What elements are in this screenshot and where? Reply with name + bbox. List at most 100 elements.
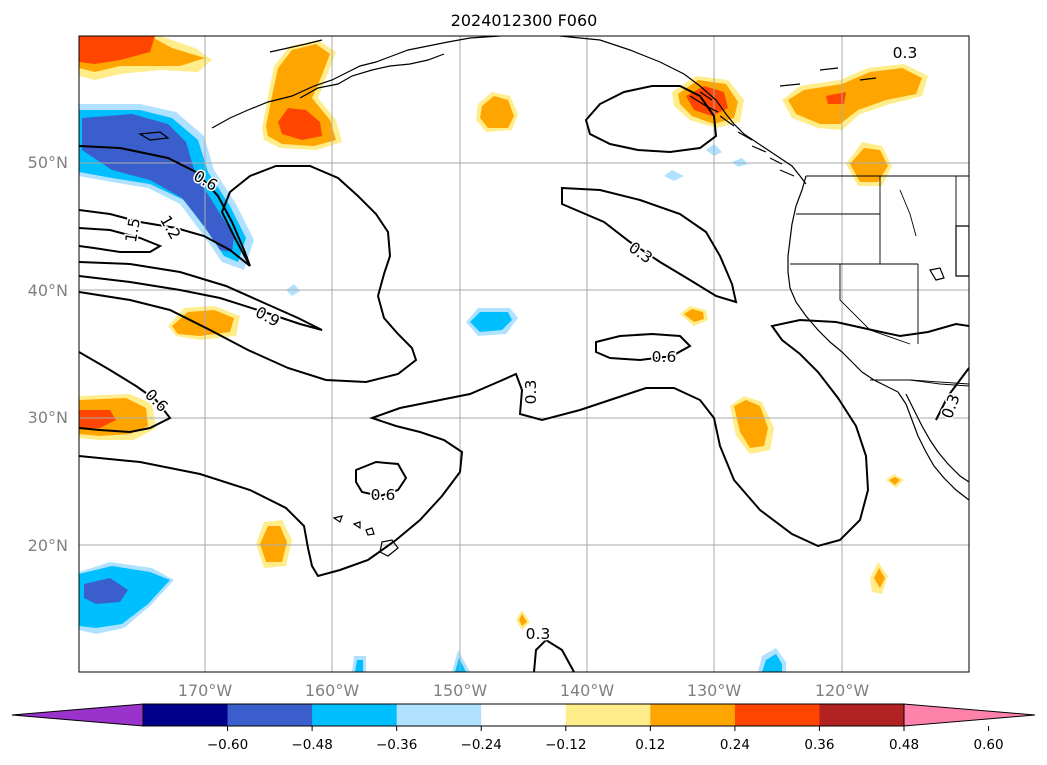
colorbar-tick-label: −0.36 xyxy=(376,737,417,753)
anomaly-region xyxy=(452,650,470,672)
island xyxy=(955,225,969,277)
colorbar-tick-label: 0.60 xyxy=(974,737,1004,753)
island xyxy=(352,521,361,530)
anomaly-region xyxy=(664,170,684,181)
colorbar-segment xyxy=(227,704,313,726)
contour-line xyxy=(79,209,251,267)
lat-label: 50°N xyxy=(28,153,68,172)
island xyxy=(779,67,877,87)
border-mexico xyxy=(874,379,969,387)
map-frame xyxy=(78,35,970,673)
contour-line xyxy=(79,261,323,331)
contour-label: 0.6 xyxy=(652,348,677,366)
colorbar-tick-label: 0.36 xyxy=(804,737,834,753)
map-area: 0.3 0.6 0.9 1.2 1.5 0.6 0.3 0.6 0.3 0.6 … xyxy=(79,36,969,672)
anomaly-region xyxy=(355,660,363,672)
colorbar-tick-label: 0.12 xyxy=(635,737,665,753)
lon-label: 170°W xyxy=(178,681,233,700)
colorbar-tick-label: −0.24 xyxy=(461,737,502,753)
coastline-alaska-panhandle xyxy=(559,36,807,185)
positive-anomaly-shading xyxy=(79,36,928,630)
lon-label: 120°W xyxy=(815,681,870,700)
colorbar-segment xyxy=(819,704,905,726)
contour-line xyxy=(79,145,251,267)
colorbar-segment xyxy=(565,704,651,726)
border-us-states xyxy=(790,176,969,385)
colorbar-segment xyxy=(143,704,229,726)
lon-label: 160°W xyxy=(305,681,360,700)
colorbar-tick-label: −0.60 xyxy=(207,737,248,753)
anomaly-region xyxy=(762,654,782,672)
contour-line xyxy=(79,351,172,434)
contour-label: 0.3 xyxy=(522,380,540,405)
anomaly-region xyxy=(172,310,234,336)
anomaly-region xyxy=(260,526,287,562)
lon-label: 150°W xyxy=(433,681,488,700)
coastline-alaska xyxy=(269,39,323,53)
political-borders xyxy=(790,175,969,387)
coastline-baja xyxy=(897,391,969,501)
contour-line xyxy=(533,638,575,672)
colorbar-frame xyxy=(142,703,905,727)
contour-line xyxy=(79,227,163,253)
contour-line xyxy=(935,367,969,421)
contour-line xyxy=(584,85,718,154)
anomaly-region xyxy=(79,410,116,428)
anomaly-region xyxy=(684,309,704,322)
lat-label: 30°N xyxy=(28,408,68,427)
lon-label: 140°W xyxy=(560,681,615,700)
anomaly-region xyxy=(84,578,128,604)
anomaly-region xyxy=(788,68,922,124)
lat-label: 20°N xyxy=(28,536,68,555)
colorbar-extend-min xyxy=(11,703,144,727)
island xyxy=(365,527,375,536)
colorbar-segment xyxy=(312,704,398,726)
colorbar-tick-label: −0.12 xyxy=(545,737,586,753)
anomaly-region xyxy=(519,614,527,626)
anomaly-region xyxy=(734,400,768,448)
colorbar-segment xyxy=(734,704,820,726)
contour-line xyxy=(79,318,969,578)
colorbar-extend-max xyxy=(903,703,1036,727)
border-us-states xyxy=(796,176,957,237)
contour-label: 0.6 xyxy=(371,486,396,504)
island xyxy=(138,131,170,141)
contour-label: 0.3 xyxy=(893,44,918,62)
colorbar-tick-label: 0.24 xyxy=(720,737,750,753)
contour-line xyxy=(595,332,692,362)
coastlines xyxy=(138,36,969,557)
colorbar-segment xyxy=(481,704,567,726)
latitude-labels: 50°N 40°N 30°N 20°N xyxy=(28,153,68,555)
colorbar-segments xyxy=(11,703,1036,727)
figure-title: 2024012300 F060 xyxy=(451,11,598,30)
coastline-us-west xyxy=(787,175,899,393)
colorbar-segment xyxy=(396,704,482,726)
colorbar-tick-label: 0.48 xyxy=(889,737,919,753)
contour-line xyxy=(355,460,408,498)
anomaly-region xyxy=(826,92,846,104)
lat-label: 40°N xyxy=(28,281,68,300)
anomaly-region xyxy=(278,108,322,140)
anomaly-region xyxy=(874,568,885,588)
anomaly-region xyxy=(850,148,888,182)
colorbar-tick-label: −0.48 xyxy=(291,737,332,753)
anomaly-region xyxy=(79,36,155,64)
contour-line xyxy=(561,186,738,304)
longitude-labels: 170°W 160°W 150°W 140°W 130°W 120°W xyxy=(178,681,870,700)
island xyxy=(332,515,343,523)
anomaly-region xyxy=(889,477,900,485)
island xyxy=(929,267,945,281)
coastline-baja xyxy=(905,393,969,483)
colorbar: −0.60 −0.48 −0.36 −0.24 −0.12 0.12 0.24 0.36 0.4… xyxy=(11,703,1036,753)
map-background xyxy=(79,36,969,672)
coastline-alaska xyxy=(299,53,445,99)
anomaly-region xyxy=(470,312,512,332)
colorbar-segment xyxy=(650,704,736,726)
contour-line xyxy=(79,165,418,384)
colorbar-ticks: −0.60 −0.48 −0.36 −0.24 −0.12 0.12 0.24 0.36 0.4… xyxy=(207,726,1004,753)
coastline-alaska xyxy=(211,36,501,129)
contour-lines xyxy=(79,85,969,672)
contour-label: 0.3 xyxy=(526,625,551,643)
anomaly-region xyxy=(480,96,514,128)
